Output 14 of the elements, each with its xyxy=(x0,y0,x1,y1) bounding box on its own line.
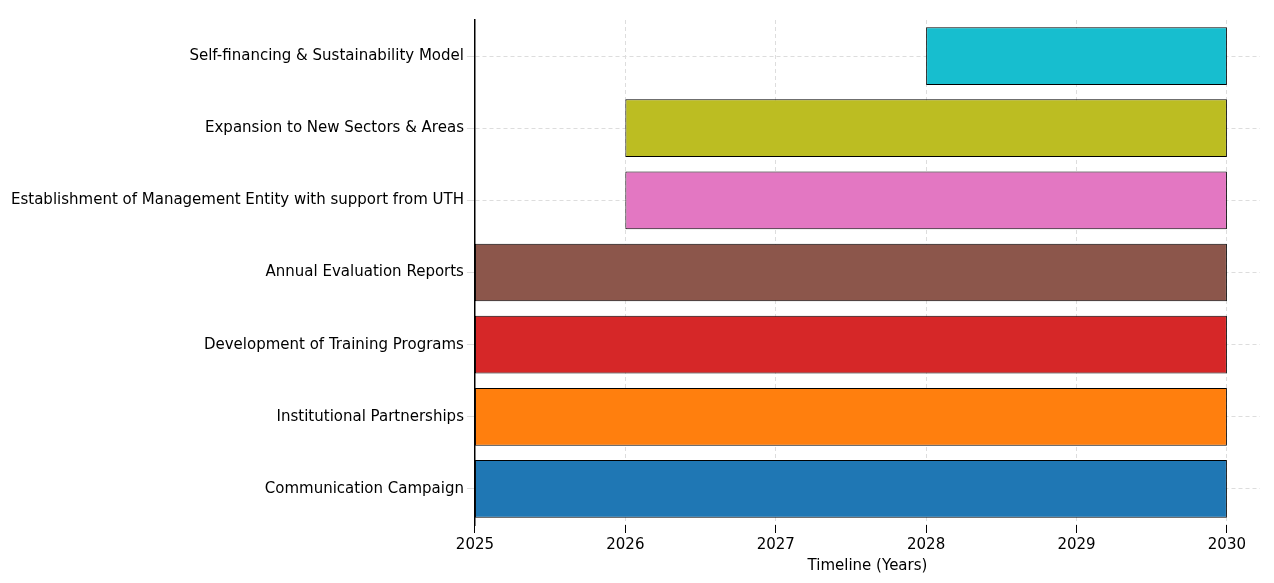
y-tick-label: Establishment of Management Entity with support from UTH xyxy=(11,190,464,209)
y-tick-label: Self-financing & Sustainability Model xyxy=(189,45,464,64)
x-axis-title: Timeline (Years) xyxy=(806,555,928,574)
x-tick-label: 2025 xyxy=(455,534,495,553)
x-tick-label: 2026 xyxy=(606,534,645,553)
x-tick-label: 2027 xyxy=(756,534,795,553)
y-tick-label: Institutional Partnerships xyxy=(276,406,465,425)
y-tick-label: Development of Training Programs xyxy=(203,334,465,353)
x-tick-label: 2028 xyxy=(907,534,946,553)
x-tick-label: 2030 xyxy=(1207,534,1247,553)
y-tick-label: Communication Campaign xyxy=(264,478,464,497)
y-tick-label: Annual Evaluation Reports xyxy=(265,262,465,281)
x-tick-label: 2029 xyxy=(1057,534,1096,553)
y-tick-label: Expansion to New Sectors & Areas xyxy=(205,118,465,137)
